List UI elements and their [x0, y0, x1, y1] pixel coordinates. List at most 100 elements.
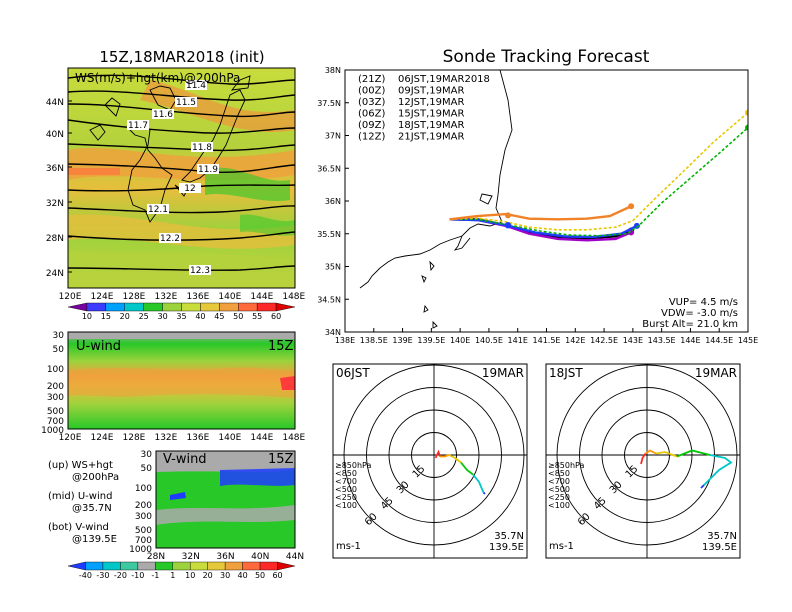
ws-colorbar-swatch [143, 302, 163, 312]
uwind-jet-band [68, 367, 295, 398]
ws-lat-tick-label: 32N [46, 199, 64, 209]
wind-colorbar-label: -10 [131, 571, 144, 580]
wind-colorbar-swatch [85, 561, 104, 571]
contour-label: 12.1 [148, 205, 168, 215]
hodograph-level-label: <100 [548, 501, 570, 510]
hodograph-trace-5 [700, 484, 705, 489]
track-lon-tick-label: 139E [392, 336, 412, 345]
track-marker-orange [504, 212, 511, 219]
panel-notes: (up) WS+hgt@200hPa (mid) U-wind@35.7N (bot… [48, 460, 119, 545]
wind-colorbar-label: 10 [185, 571, 195, 580]
uwind-p-tick-label: 300 [47, 393, 64, 403]
sonde-param: VDW= -3.0 m/s [661, 308, 738, 319]
ws-map-frame [67, 67, 296, 289]
wind-colorbar-swatch [155, 561, 173, 571]
track-lat-tick-label: 36.5N [317, 164, 341, 173]
vwind-p-tick-label: 300 [135, 512, 152, 522]
left-title: 15Z,18MAR2018 (init) [99, 48, 264, 66]
track-lon-tick-label: 144E [680, 336, 700, 345]
ws-lat-tick-label: 44N [46, 98, 64, 108]
uwind-top-band [68, 332, 295, 339]
track-lon-tick-label: 141E [508, 336, 528, 345]
hodograph-trace-5 [482, 491, 486, 495]
uwind-frame [67, 331, 296, 430]
ws-lat-ticks: 44N 40N 36N 32N 28N 24N [46, 98, 72, 279]
ws-colorbar-swatch [105, 302, 125, 312]
track-lat-tick-label: 35N [325, 263, 341, 272]
hodograph-trace-3 [676, 449, 711, 458]
contour-label-bg [197, 164, 219, 174]
hodograph-date: 19MAR [695, 366, 737, 380]
track-lon-tick-label: 143E [623, 336, 643, 345]
uwind-lon-ticks: 120E 124E 128E 132E 136E 140E 144E 148E [59, 433, 306, 443]
ws-colorbar-label: 40 [195, 312, 205, 321]
hodograph-level-label: <700 [548, 477, 570, 486]
vwind-p-tick-label: 700 [135, 536, 152, 546]
legend-utc: (09Z) [358, 120, 385, 131]
hodograph-trace-0 [640, 453, 647, 465]
uwind-lon-tick-label: 148E [282, 433, 305, 443]
uwind-p-tick-label: 200 [47, 382, 64, 392]
vwind-p-tick-label: 1000 [129, 545, 152, 555]
ws-lat-tick-label: 36N [46, 164, 64, 174]
ws-colorbar-swatch [162, 302, 182, 312]
hodograph-level-label: <850 [548, 469, 570, 478]
note-line-a: (up) WS+hgt [48, 460, 113, 471]
track-lon-tick-label: 144.5E [705, 336, 733, 345]
uwind-p-tick-label: 1000 [41, 426, 64, 436]
track-lon-tick-label: 139.5E [417, 336, 445, 345]
contour-label-bg [159, 233, 181, 243]
hodograph-level-label: <250 [335, 493, 357, 502]
vwind-lat-tick-label: 44N [286, 552, 304, 562]
track-end-marker-4 [745, 109, 748, 116]
hodograph-lat: 35.7N [494, 531, 524, 542]
ws-lat-tick-label: 40N [46, 130, 64, 140]
contour-label: 11.8 [192, 143, 212, 153]
uwind-lon-tick-label: 140E [218, 433, 241, 443]
hodograph-unit: ms-1 [549, 541, 574, 552]
wind-colorbar-label: 20 [203, 571, 213, 580]
ws-colorbar-swatch [181, 302, 201, 312]
ws-lat-tick-label: 28N [46, 234, 64, 244]
note-line-b: @35.7N [72, 503, 112, 514]
contour-label-bg [147, 204, 169, 214]
contour-label: 12.2 [160, 234, 180, 244]
note-line-b: @139.5E [72, 534, 117, 545]
legend-jst: 09JST,19MAR [398, 86, 465, 97]
hodograph-trace-1 [645, 449, 657, 455]
ws-colorbar-label: 50 [233, 312, 243, 321]
track-legend: (21Z) 06JST,19MAR2018 (00Z) 09JST,19MAR (03Z… [358, 74, 490, 143]
track-lat-tick-label: 38N [325, 66, 341, 75]
contour-label: 11.7 [128, 121, 148, 131]
track-end-marker-3 [745, 124, 748, 131]
vwind-time: 15Z [268, 452, 294, 467]
uwind-lon-tick-label: 120E [59, 433, 82, 443]
wind-colorbar-swatch [207, 561, 226, 571]
track-lon-tick-label: 143.5E [648, 336, 676, 345]
track-lon-ticks: 138E 138.5E 139E 139.5E 140E 140.5E 141E 141.5E… [335, 328, 758, 345]
wind-colorbar-label: 40 [238, 571, 248, 580]
sonde-param: VUP= 4.5 m/s [669, 297, 738, 308]
uwind-p-tick-label: 50 [53, 345, 65, 355]
track-line-3 [449, 127, 748, 237]
hodograph-unit: ms-1 [336, 541, 361, 552]
wind-colorbar-swatch [137, 561, 156, 571]
track-lat-tick-label: 37N [325, 132, 341, 141]
tracking-map-background [345, 70, 748, 332]
uwind-label: U-wind [76, 339, 121, 354]
legend-utc: (03Z) [358, 97, 385, 108]
hodograph-trace-3 [460, 461, 474, 476]
track-end-marker-1 [628, 229, 635, 236]
hodograph-trace-1 [440, 454, 450, 458]
vwind-mid-band [156, 505, 295, 525]
legend-jst: 12JST,19MAR [398, 97, 465, 108]
legend-jst: 06JST,19MAR2018 [398, 74, 490, 85]
vwind-p-tick-label: 50 [141, 464, 153, 474]
uwind-p-tick-label: 30 [53, 331, 65, 341]
hodograph-level-label: ≥850hPa [548, 461, 585, 470]
